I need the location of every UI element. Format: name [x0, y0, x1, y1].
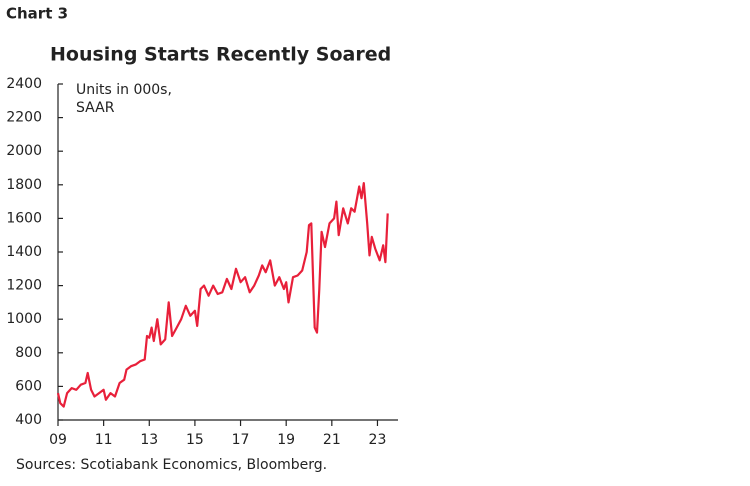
x-tick-label: 13	[140, 432, 158, 448]
x-tick-label: 11	[95, 432, 113, 448]
x-tick-label: 19	[277, 432, 295, 448]
y-tick-label: 1400	[6, 244, 42, 260]
y-tick-label: 2200	[6, 110, 42, 126]
x-tick-label: 15	[186, 432, 204, 448]
source: Sources: Scotiabank Economics, Bloomberg…	[16, 457, 327, 473]
x-tick-label: 17	[232, 432, 250, 448]
y-tick-label: 1200	[6, 278, 42, 294]
y-tick-label: 400	[15, 412, 42, 428]
x-tick-label: 09	[49, 432, 67, 448]
y-tick-label: 800	[15, 345, 42, 361]
y-tick-label: 2000	[6, 143, 42, 159]
data-line	[56, 182, 389, 408]
chart-title: Housing Starts Recently Soared	[50, 44, 391, 66]
y-tick-label: 600	[15, 378, 42, 394]
annotation: Units in 000s,	[76, 82, 172, 98]
x-tick-label: 23	[369, 432, 387, 448]
y-tick-label: 1000	[6, 311, 42, 327]
y-tick-label: 1800	[6, 177, 42, 193]
y-tick-label: 1600	[6, 210, 42, 226]
y-tick-label: 2400	[6, 76, 42, 92]
annotation: SAAR	[76, 100, 115, 116]
chart-label: Chart 3	[6, 5, 68, 23]
x-tick-label: 21	[323, 432, 341, 448]
